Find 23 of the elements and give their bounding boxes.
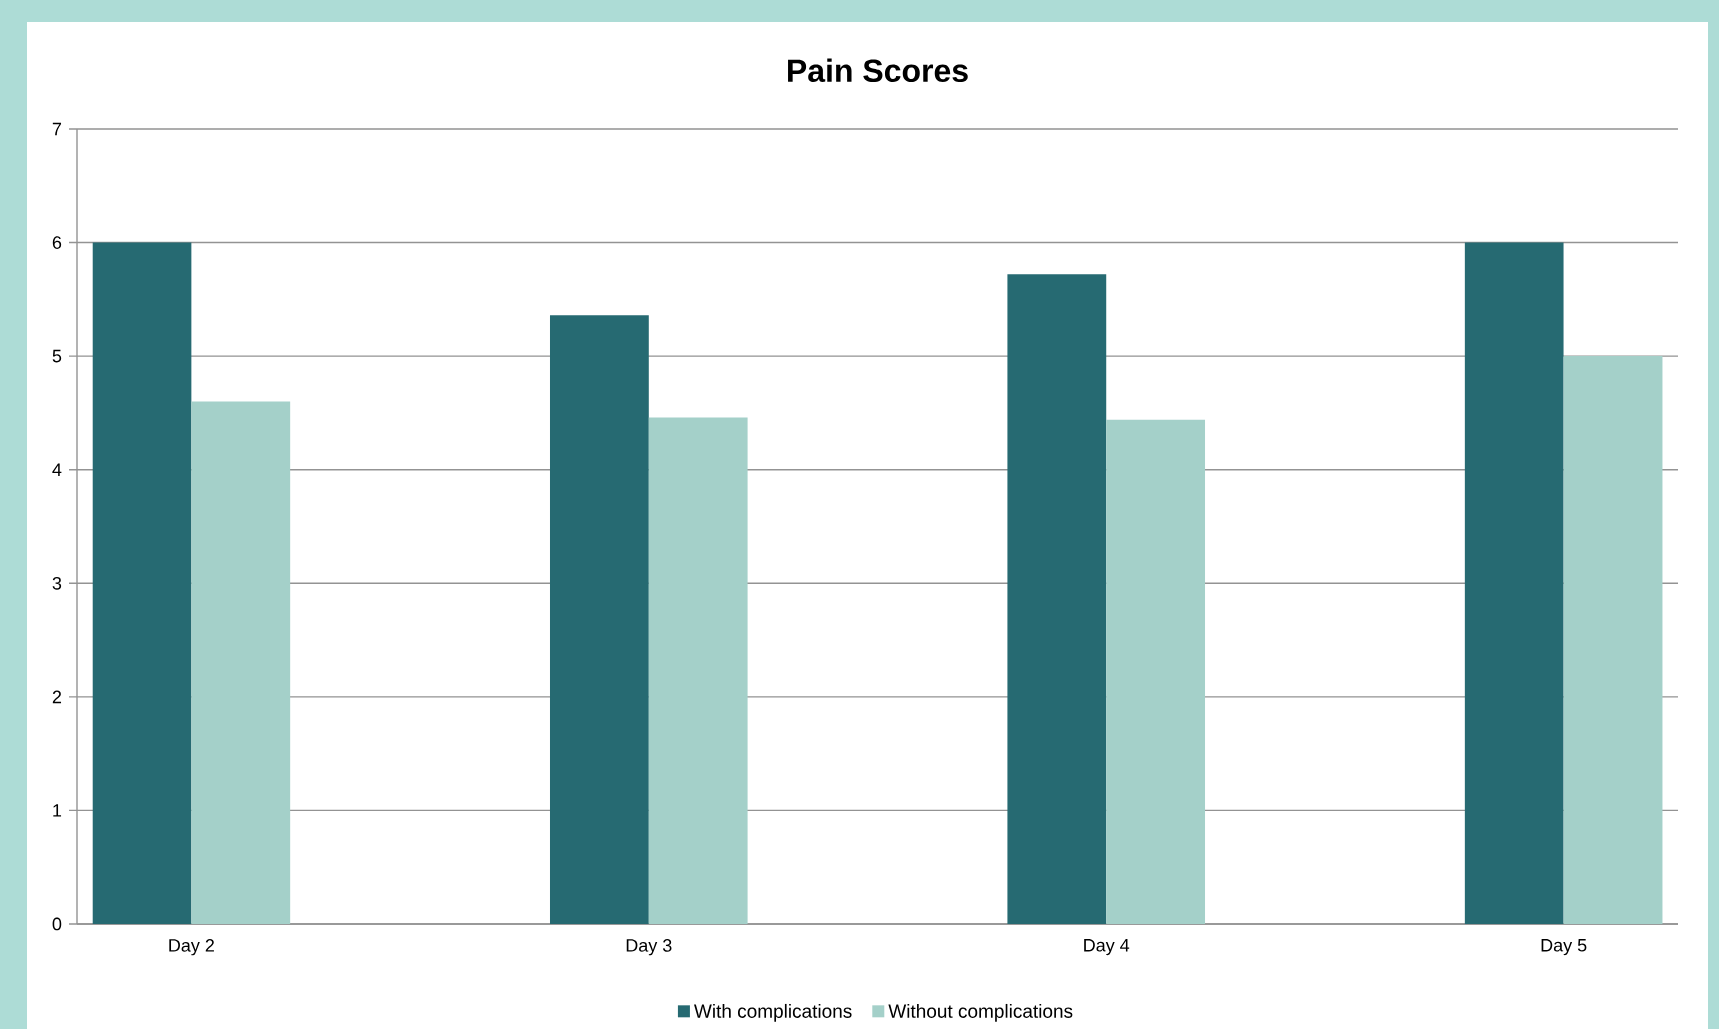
bar	[92, 242, 192, 924]
y-tick-label: 5	[52, 349, 62, 363]
legend-label: With complications	[694, 1003, 852, 1022]
y-tick-label: 7	[52, 122, 62, 136]
chart-title: Pain Scores	[788, 58, 968, 83]
bar	[1106, 419, 1206, 924]
bar	[648, 417, 748, 924]
x-tick-label: Day 2	[169, 939, 214, 956]
y-tick-label: 0	[52, 917, 62, 931]
y-tick-label: 4	[52, 463, 62, 476]
bar	[191, 401, 291, 924]
y-tick-label: 6	[52, 236, 62, 249]
x-tick-label: Day 4	[1084, 939, 1130, 956]
bar	[549, 315, 649, 924]
bar	[1007, 274, 1107, 924]
x-tick-label: Day 3	[626, 939, 672, 956]
bar	[1563, 356, 1663, 924]
y-tick-label: 3	[52, 576, 62, 590]
x-tick-label: Day 5	[1541, 939, 1587, 956]
y-tick-label: 2	[52, 690, 62, 704]
y-tick-label: 1	[53, 804, 62, 817]
legend-label: Without complications	[888, 1003, 1073, 1022]
bar	[1464, 242, 1564, 924]
